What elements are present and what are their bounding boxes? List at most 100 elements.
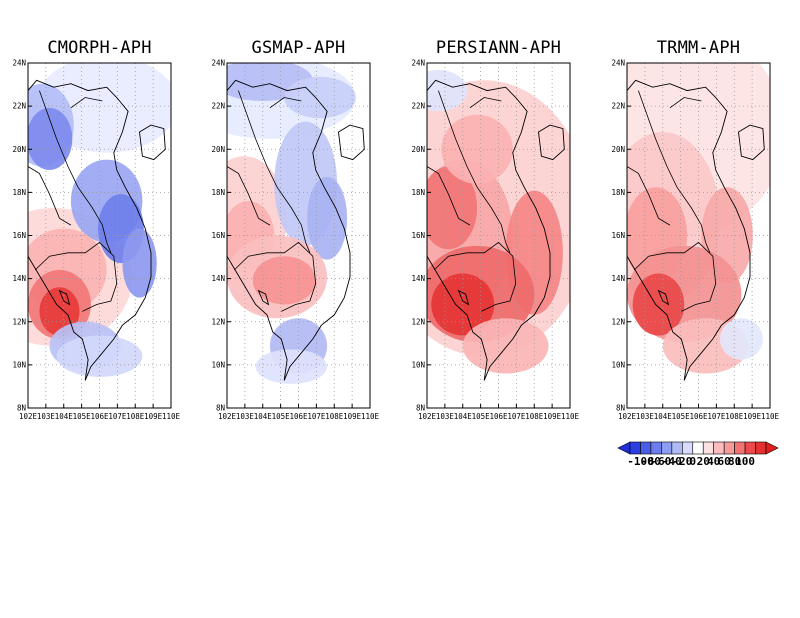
country-border [638,90,711,253]
anomaly-field [627,63,770,408]
y-tick-label: 8N [17,404,26,413]
country-border [34,241,118,312]
colorbar-swatch [629,441,641,455]
y-tick-label: 14N [411,274,425,283]
colorbar-swatch [650,441,662,455]
y-tick-label: 18N [611,188,625,197]
y-tick-label: 22N [211,102,225,111]
hainan-coastline [338,124,365,161]
country-border [633,241,717,312]
y-tick-label: 22N [12,102,26,111]
x-tick-label: 109E [343,412,362,421]
x-tick-label: 105E [672,412,691,421]
x-tick-label: 109E [743,412,762,421]
panel-title: CMORPH-APH [47,38,151,58]
y-tick-label: 12N [12,317,26,326]
colorbar-swatch [713,441,725,455]
x-tick-label: 103E [636,412,655,421]
panel-title: GSMAP-APH [252,38,346,58]
colorbar-label: -80 [641,455,661,468]
grid-lines [627,63,770,408]
x-tick-label: 107E [707,412,726,421]
y-tick-label: 24N [12,59,26,68]
anomaly-contour [39,287,80,336]
colorbar-swatch [734,441,746,455]
x-tick-label: 102E [218,412,237,421]
x-tick-label: 102E [418,412,437,421]
anomaly-contour [441,114,513,184]
colorbar-swatch [702,441,714,455]
y-tick-label: 16N [611,231,625,240]
country-border [669,97,702,109]
y-tick-label: 18N [211,188,225,197]
lake-outline [257,289,270,306]
anomaly-contour [252,256,316,305]
map-panel: CMORPH-APH 24N 22N 20N 18N 16N 14N 12N 10N 8N102E… [12,38,180,421]
y-tick-label: 22N [611,102,625,111]
x-tick-label: 107E [507,412,526,421]
anomaly-contour [284,76,356,119]
x-tick-label: 104E [454,412,473,421]
anomaly-field [28,63,171,408]
y-tick-label: 8N [216,404,225,413]
y-tick-label: 10N [12,360,26,369]
x-tick-label: 103E [436,412,455,421]
y-tick-label: 16N [12,231,26,240]
x-tick-label: 102E [618,412,637,421]
x-tick-label: 104E [254,412,273,421]
y-tick-label: 10N [611,360,625,369]
country-border [226,166,271,226]
y-tick-label: 24N [211,59,225,68]
y-tick-label: 18N [411,188,425,197]
country-border [433,241,517,312]
hainan-coastline [538,124,565,161]
colorbar-swatch [692,441,704,455]
colorbar-label: 0 [689,455,696,468]
y-tick-label: 20N [411,145,425,154]
coastline [27,79,152,381]
x-tick-label: 105E [272,412,291,421]
x-tick-label: 108E [525,412,544,421]
country-border [70,97,103,109]
colorbar-swatch [723,441,735,455]
anomaly-contour [719,318,763,360]
anomaly-contour [122,228,157,298]
colorbar-label: 20 [697,455,710,468]
y-tick-label: 16N [411,231,425,240]
y-tick-label: 8N [616,404,625,413]
grid-lines [227,63,370,408]
x-tick-label: 103E [236,412,255,421]
x-tick-label: 110E [761,412,780,421]
y-tick-label: 18N [12,188,26,197]
colorbar-swatch [661,441,673,455]
y-tick-label: 12N [611,317,625,326]
map-panel: PERSIANN-APH24N22N20N18N16N14N12N10N8N10… [411,38,580,421]
y-tick-label: 14N [12,274,26,283]
x-tick-label: 110E [361,412,380,421]
anomaly-contour [462,318,549,374]
y-tick-label: 20N [211,145,225,154]
x-tick-label: 107E [307,412,326,421]
x-tick-label: 110E [561,412,580,421]
coastline [426,79,551,381]
lake-outline [457,289,470,306]
colorbar-swatch [682,441,694,455]
colorbar-swatch [671,441,683,455]
country-border [269,97,302,109]
anomaly-contour [632,273,685,336]
anomaly-contour [431,273,495,336]
coastline [626,79,751,381]
country-border [238,90,311,253]
grid-lines [427,63,570,408]
x-tick-label: 106E [489,412,508,421]
x-tick-label: 105E [472,412,491,421]
y-tick-label: 14N [611,274,625,283]
y-tick-label: 10N [411,360,425,369]
anomaly-contour [427,166,478,250]
colorbar-swatch [744,441,756,455]
country-border [39,90,112,253]
colorbar-swatch [755,441,767,455]
colorbar-label: 40 [707,455,720,468]
